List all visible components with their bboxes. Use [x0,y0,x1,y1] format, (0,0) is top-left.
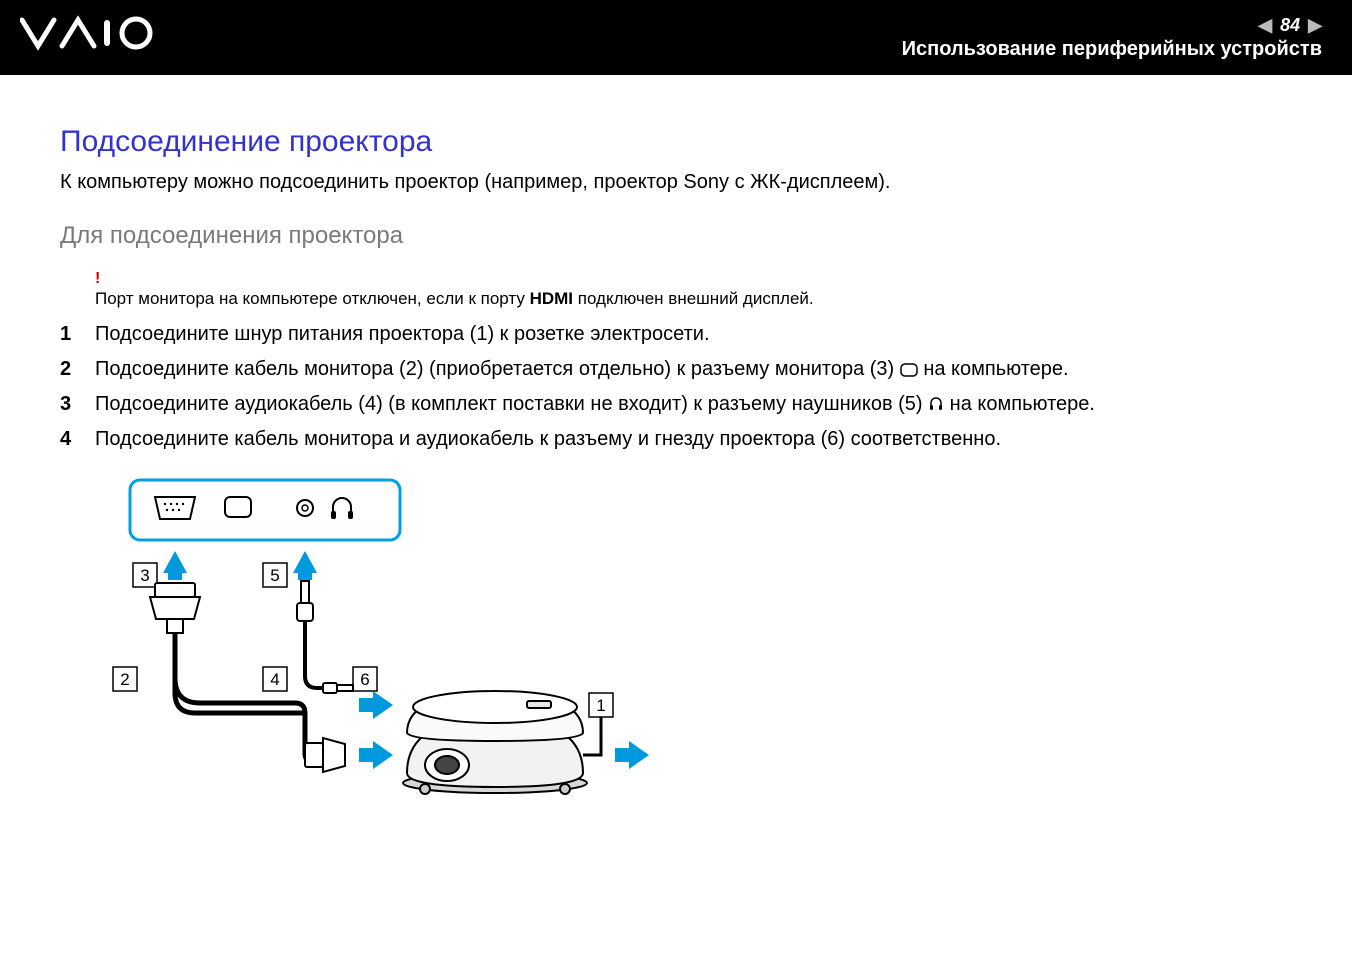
step-number: 2 [60,358,95,381]
headphone-icon [928,396,944,412]
step-item: 3 Подсоедините аудиокабель (4) (в компле… [60,393,1292,416]
svg-text:3: 3 [140,566,149,585]
content: Подсоединение проектора К компьютеру мож… [0,75,1352,825]
step-text: Подсоедините кабель монитора (2) (приобр… [95,358,1292,381]
warning-bold: HDMI [530,289,573,308]
warning-block: ! Порт монитора на компьютере отключен, … [95,270,1292,309]
step-number: 4 [60,428,95,451]
intro-text: К компьютеру можно подсоединить проектор… [60,171,1292,194]
page-title: Подсоединение проектора [60,125,1292,159]
connection-diagram: 3 5 2 4 [95,475,695,825]
nav-next-icon[interactable]: ▶ [1308,15,1322,36]
header: ◀ 84 ▶ Использование периферийных устрой… [0,0,1352,75]
warning-text: Порт монитора на компьютере отключен, ес… [95,289,1292,309]
svg-text:6: 6 [360,670,369,689]
svg-text:1: 1 [596,696,605,715]
step-number: 1 [60,323,95,346]
svg-text:2: 2 [120,670,129,689]
step-text: Подсоедините аудиокабель (4) (в комплект… [95,393,1292,416]
steps-list: 1 Подсоедините шнур питания проектора (1… [60,323,1292,451]
header-right: ◀ 84 ▶ Использование периферийных устрой… [902,15,1322,61]
step-text: Подсоедините шнур питания проектора (1) … [95,323,1292,346]
warning-post: подключен внешний дисплей. [573,289,814,308]
page-number: 84 [1280,15,1300,36]
step-item: 1 Подсоедините шнур питания проектора (1… [60,323,1292,346]
nav-prev-icon[interactable]: ◀ [1258,15,1272,36]
page-nav: ◀ 84 ▶ [902,15,1322,36]
step-item: 2 Подсоедините кабель монитора (2) (прио… [60,358,1292,381]
subtitle: Для подсоединения проектора [60,222,1292,250]
warning-icon: ! [95,270,1292,288]
step-item: 4 Подсоедините кабель монитора и аудиока… [60,428,1292,451]
svg-text:5: 5 [270,566,279,585]
step-number: 3 [60,393,95,416]
warning-pre: Порт монитора на компьютере отключен, ес… [95,289,530,308]
svg-text:4: 4 [270,670,279,689]
vaio-logo [20,12,160,64]
section-title: Использование периферийных устройств [902,38,1322,61]
monitor-port-icon [900,363,918,377]
step-text: Подсоедините кабель монитора и аудиокабе… [95,428,1292,451]
